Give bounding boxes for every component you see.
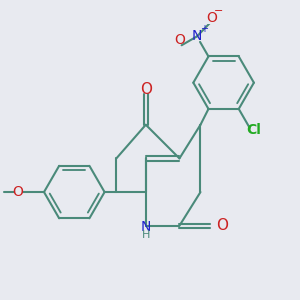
Text: N: N [141,220,151,234]
Text: H: H [142,230,150,240]
Text: −: − [214,7,224,16]
Text: O: O [206,11,217,25]
Text: O: O [174,33,185,47]
Text: O: O [216,218,228,233]
Text: N: N [192,29,202,44]
Text: O: O [13,185,23,199]
Text: +: + [200,24,208,34]
Text: O: O [140,82,152,97]
Text: Cl: Cl [246,123,261,137]
